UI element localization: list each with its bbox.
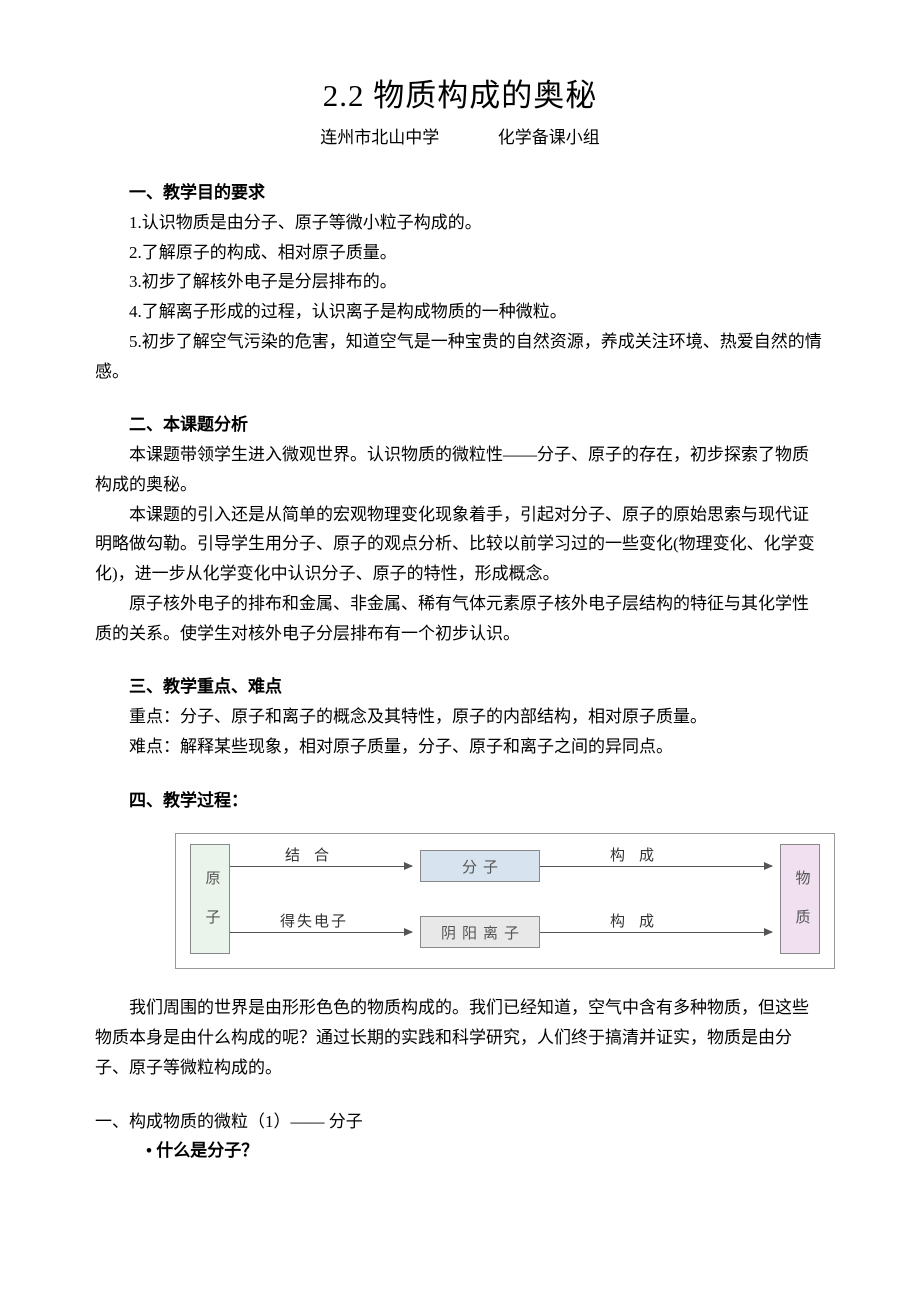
sec3-p1: 重点：分子、原子和离子的概念及其特性，原子的内部结构，相对原子质量。 <box>95 702 825 732</box>
node-atom: 原 子 <box>190 844 230 954</box>
node-atom-char2: 子 <box>205 899 220 938</box>
node-matter: 物 质 <box>780 844 820 954</box>
sec1-item-5: 5.初步了解空气污染的危害，知道空气是一种宝贵的自然资源，养成关注环境、热爱自然… <box>95 327 825 387</box>
node-atom-char1: 原 <box>205 860 220 899</box>
section-1: 一、教学目的要求 1.认识物质是由分子、原子等微小粒子构成的。 2.了解原子的构… <box>95 178 825 386</box>
arrow-2 <box>540 866 772 867</box>
sec1-item-4: 4.了解离子形成的过程，认识离子是构成物质的一种微粒。 <box>95 297 825 327</box>
sec2-p2: 本课题的引入还是从简单的宏观物理变化现象着手，引起对分子、原子的原始思索与现代证… <box>95 500 825 589</box>
section-5: 一、构成物质的微粒（1）—— 分子 • 什么是分子？ <box>95 1107 825 1167</box>
subtitle-school: 连州市北山中学 <box>320 128 439 147</box>
arrow-3 <box>230 932 412 933</box>
after-diagram-text: 我们周围的世界是由形形色色的物质构成的。我们已经知道，空气中含有多种物质，但这些… <box>95 993 825 1082</box>
section-4-heading: 四、教学过程： <box>95 786 825 816</box>
sec1-item-2: 2.了解原子的构成、相对原子质量。 <box>95 238 825 268</box>
diagram-container: 原 子 分子 阴阳离子 物 质 结合 构成 得失电子 构成 <box>175 833 835 969</box>
sec2-p3: 原子核外电子的排布和金属、非金属、稀有气体元素原子核外电子层结构的特征与其化学性… <box>95 589 825 649</box>
node-molecule: 分子 <box>420 850 540 882</box>
section-3-heading: 三、教学重点、难点 <box>95 672 825 702</box>
section-3: 三、教学重点、难点 重点：分子、原子和离子的概念及其特性，原子的内部结构，相对原… <box>95 672 825 761</box>
node-matter-char1: 物 <box>795 860 810 899</box>
arrow-3-label: 得失电子 <box>280 910 348 931</box>
section-2-heading: 二、本课题分析 <box>95 410 825 440</box>
arrow-2-label: 构成 <box>610 844 668 865</box>
sec2-p1: 本课题带领学生进入微观世界。认识物质的微粒性——分子、原子的存在，初步探索了物质… <box>95 440 825 500</box>
sec3-p2: 难点：解释某些现象，相对原子质量，分子、原子和离子之间的异同点。 <box>95 732 825 762</box>
subtitle-group: 化学备课小组 <box>498 128 600 147</box>
page-title: 2.2 物质构成的奥秘 <box>95 70 825 115</box>
arrow-4 <box>540 932 772 933</box>
section-1-heading: 一、教学目的要求 <box>95 178 825 208</box>
node-ion: 阴阳离子 <box>420 916 540 948</box>
flow-diagram: 原 子 分子 阴阳离子 物 质 结合 构成 得失电子 构成 <box>190 844 820 954</box>
subtitle: 连州市北山中学 化学备课小组 <box>95 123 825 148</box>
section-4: 四、教学过程： <box>95 786 825 816</box>
after-diagram-para: 我们周围的世界是由形形色色的物质构成的。我们已经知道，空气中含有多种物质，但这些… <box>95 993 825 1082</box>
sec1-item-1: 1.认识物质是由分子、原子等微小粒子构成的。 <box>95 208 825 238</box>
arrow-4-label: 构成 <box>610 910 668 931</box>
node-matter-char2: 质 <box>795 899 810 938</box>
arrow-1-label: 结合 <box>285 844 343 865</box>
section-5-heading: 一、构成物质的微粒（1）—— 分子 <box>95 1107 825 1137</box>
section-5-bullet: • 什么是分子？ <box>95 1136 825 1166</box>
section-2: 二、本课题分析 本课题带领学生进入微观世界。认识物质的微粒性——分子、原子的存在… <box>95 410 825 648</box>
sec1-item-3: 3.初步了解核外电子是分层排布的。 <box>95 267 825 297</box>
arrow-1 <box>230 866 412 867</box>
